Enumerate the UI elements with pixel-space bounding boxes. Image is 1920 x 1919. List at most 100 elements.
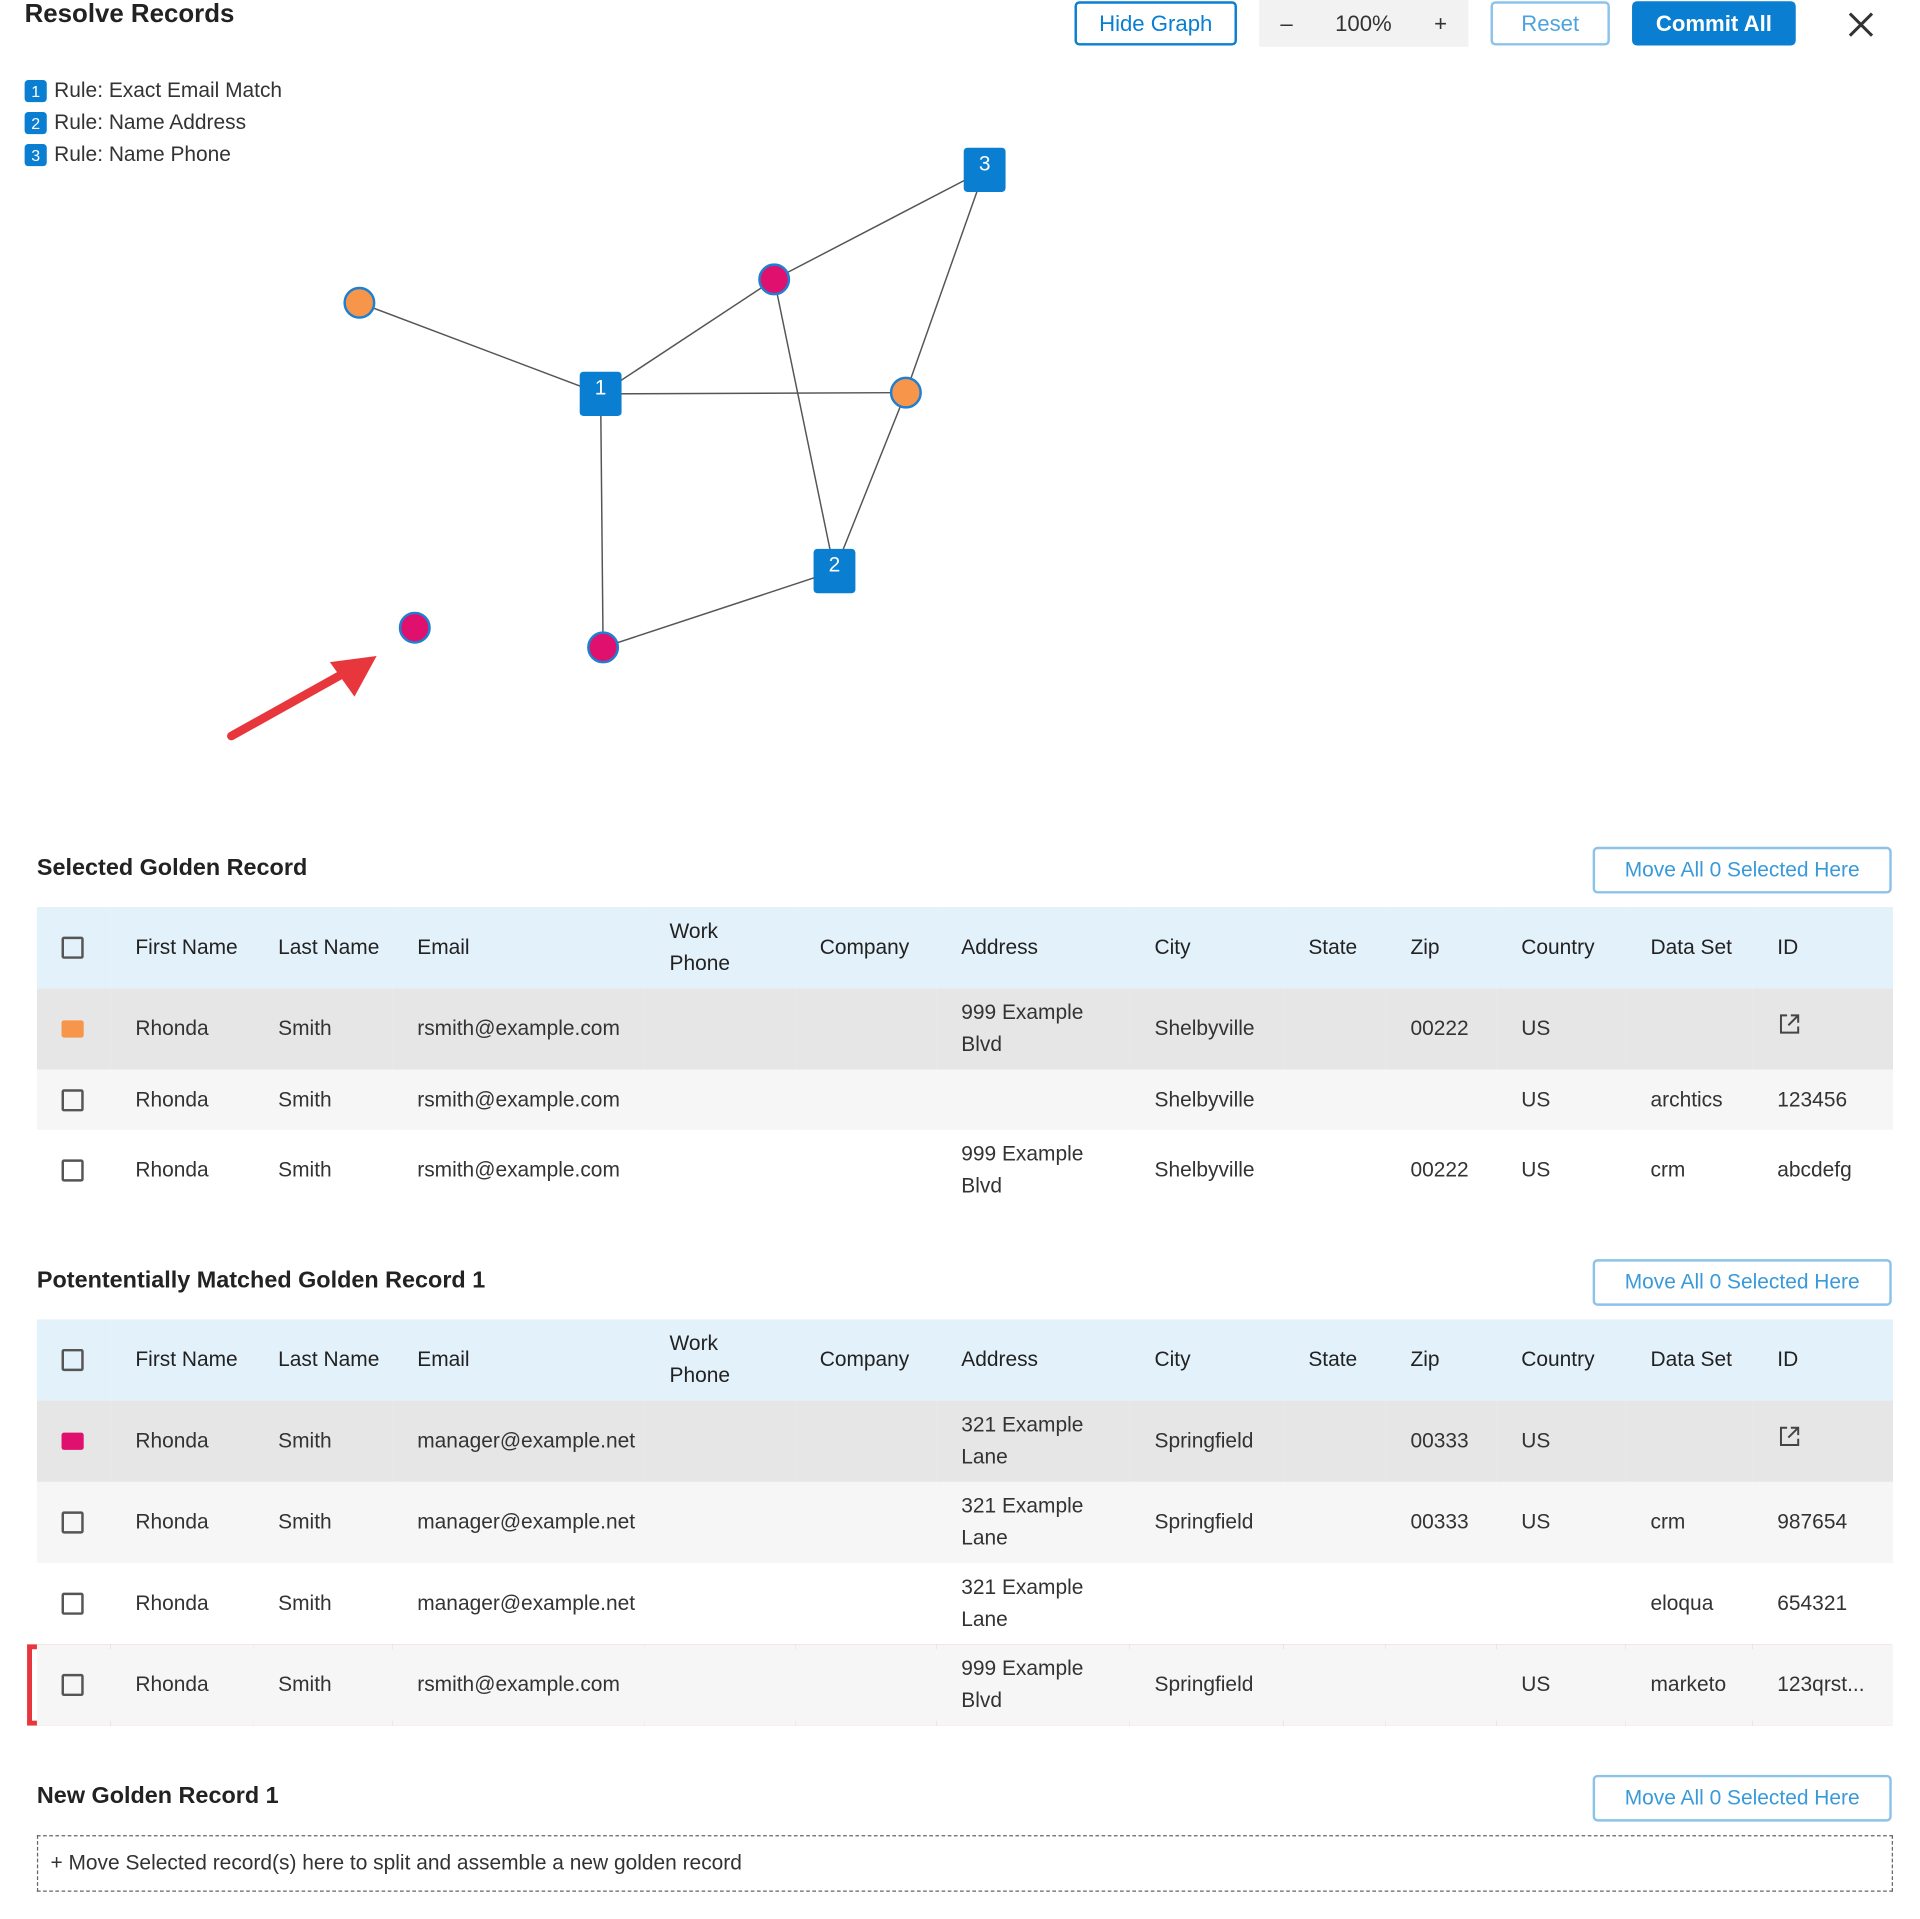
row-select — [36, 1400, 111, 1482]
legend-label: Rule: Name Phone — [54, 142, 231, 167]
column-header: Last Name — [253, 907, 393, 989]
reset-button[interactable]: Reset — [1490, 1, 1610, 46]
record-row: Rhonda Smith manager@example.net 321 Exampl… — [36, 1481, 1893, 1564]
row-select — [36, 988, 111, 1070]
zoom-out[interactable]: – — [1280, 10, 1293, 36]
cell — [1625, 1400, 1753, 1482]
row-checkbox[interactable] — [61, 1511, 84, 1534]
cell — [1385, 1644, 1497, 1726]
cell: Rhonda — [110, 1400, 254, 1482]
hide-graph-button[interactable]: Hide Graph — [1074, 1, 1237, 46]
rule-node-label: 1 — [595, 376, 607, 399]
column-header: Country — [1496, 1319, 1626, 1401]
rule-node-label: 3 — [979, 152, 991, 175]
cell: crm — [1625, 1481, 1753, 1564]
record-row: Rhonda Smith rsmith@example.com 999 Example… — [37, 1130, 1893, 1211]
column-header: Address — [936, 1319, 1130, 1401]
header-cell — [36, 1319, 111, 1401]
records-table: First Name Last Name Email Work Phone Compan… — [36, 907, 1893, 1211]
cell: marketo — [1625, 1644, 1753, 1726]
cell: Smith — [278, 1591, 332, 1615]
cell: 321 Example Lane — [936, 1481, 1130, 1564]
rule-node — [579, 371, 622, 417]
cell — [644, 1481, 796, 1564]
zoom-level: 100% — [1335, 10, 1392, 36]
move-all-button[interactable]: Move All 0 Selected Here — [1592, 1259, 1892, 1306]
legend-badge: 3 — [24, 144, 47, 167]
row-checkbox[interactable] — [61, 1592, 84, 1615]
column-header: Email — [392, 907, 645, 989]
cell — [1625, 988, 1753, 1070]
legend-label: Rule: Name Address — [54, 110, 247, 135]
column-header: City — [1129, 1319, 1284, 1401]
select-all-checkbox[interactable] — [61, 936, 84, 959]
legend-item: 1 Rule: Exact Email Match — [24, 78, 283, 104]
column-header: First Name — [110, 1319, 254, 1401]
cell: manager@example.net — [392, 1400, 645, 1482]
cell: manager@example.net — [417, 1591, 636, 1615]
golden-row: Rhonda Smith manager@example.net 321 Exampl… — [36, 1400, 1893, 1482]
column-header: Last Name — [253, 1319, 393, 1401]
cell: Rhonda — [110, 1069, 254, 1130]
column-header: Work Phone — [644, 907, 796, 989]
cell — [795, 1130, 937, 1211]
records-table: First Name Last Name Email Work Phone Compan… — [36, 1319, 1893, 1726]
icon-path — [1779, 1014, 1800, 1034]
cell — [1752, 1400, 1893, 1482]
legend-label: Rule: Exact Email Match — [54, 78, 283, 103]
column-header: Zip — [1385, 1319, 1497, 1401]
cell: Smith — [253, 988, 393, 1070]
open-record-icon[interactable] — [1777, 1424, 1802, 1449]
record-row: Rhonda Smith manager@example.net 321 Exampl… — [37, 1563, 1893, 1644]
cell — [1284, 1130, 1386, 1211]
move-all-button[interactable]: Move All 0 Selected Here — [1592, 846, 1892, 894]
rule-node-label: 2 — [829, 554, 841, 577]
drop-zone[interactable]: + Move Selected record(s) here to split … — [36, 1835, 1893, 1892]
row-checkbox[interactable] — [61, 1159, 84, 1182]
zoom-in[interactable]: + — [1434, 10, 1448, 36]
icon-path — [1779, 1426, 1800, 1446]
open-record-icon[interactable] — [1777, 1012, 1802, 1037]
select-all-checkbox[interactable] — [61, 1348, 84, 1372]
section-title: Selected Golden Record — [36, 855, 308, 882]
cell: 999 Example Blvd — [936, 988, 1130, 1070]
row-select — [37, 1563, 111, 1644]
header-row: First Name Last Name Email Work Phone Compan… — [36, 907, 1893, 989]
column-header: State — [1283, 907, 1386, 989]
column-header: Address — [936, 907, 1130, 989]
cell: archtics — [1625, 1069, 1753, 1130]
row-checkbox[interactable] — [61, 1673, 84, 1697]
row-select — [36, 1644, 111, 1726]
cell: 00222 — [1385, 988, 1497, 1070]
cell: 123456 — [1752, 1069, 1893, 1130]
table-body: Rhonda Smith manager@example.net 321 Exampl… — [36, 1400, 1893, 1726]
cell: Rhonda — [110, 988, 254, 1070]
cell: Rhonda — [135, 1158, 209, 1182]
cell — [1283, 1069, 1386, 1130]
cell: US — [1496, 1644, 1626, 1726]
cell: manager@example.net — [392, 1481, 645, 1564]
row-checkbox[interactable] — [61, 1088, 84, 1111]
cell — [1130, 1563, 1284, 1644]
close-button[interactable] — [1844, 7, 1878, 41]
cell: 321 Example Lane — [936, 1400, 1130, 1482]
cell: 00333 — [1385, 1481, 1497, 1564]
cell: 654321 — [1777, 1591, 1848, 1615]
cell — [1284, 1563, 1386, 1644]
move-all-button[interactable]: Move All 0 Selected Here — [1592, 1774, 1892, 1822]
cell: Springfield — [1129, 1481, 1284, 1564]
cell: US — [1521, 1158, 1551, 1182]
cell — [1752, 988, 1893, 1070]
column-header: ID — [1752, 907, 1893, 989]
commit-all-button[interactable]: Commit All — [1632, 1, 1796, 46]
golden-row: Rhonda Smith rsmith@example.com 999 Example… — [36, 988, 1893, 1070]
column-header: State — [1283, 1319, 1386, 1401]
cell: Rhonda — [110, 1481, 254, 1564]
header-cell — [36, 907, 111, 989]
cell: 321 Example Lane — [961, 1575, 1084, 1631]
page-title: Resolve Records — [24, 0, 235, 29]
cell: crm — [1650, 1158, 1686, 1182]
cell — [1386, 1563, 1497, 1644]
cell: US — [1496, 988, 1626, 1070]
